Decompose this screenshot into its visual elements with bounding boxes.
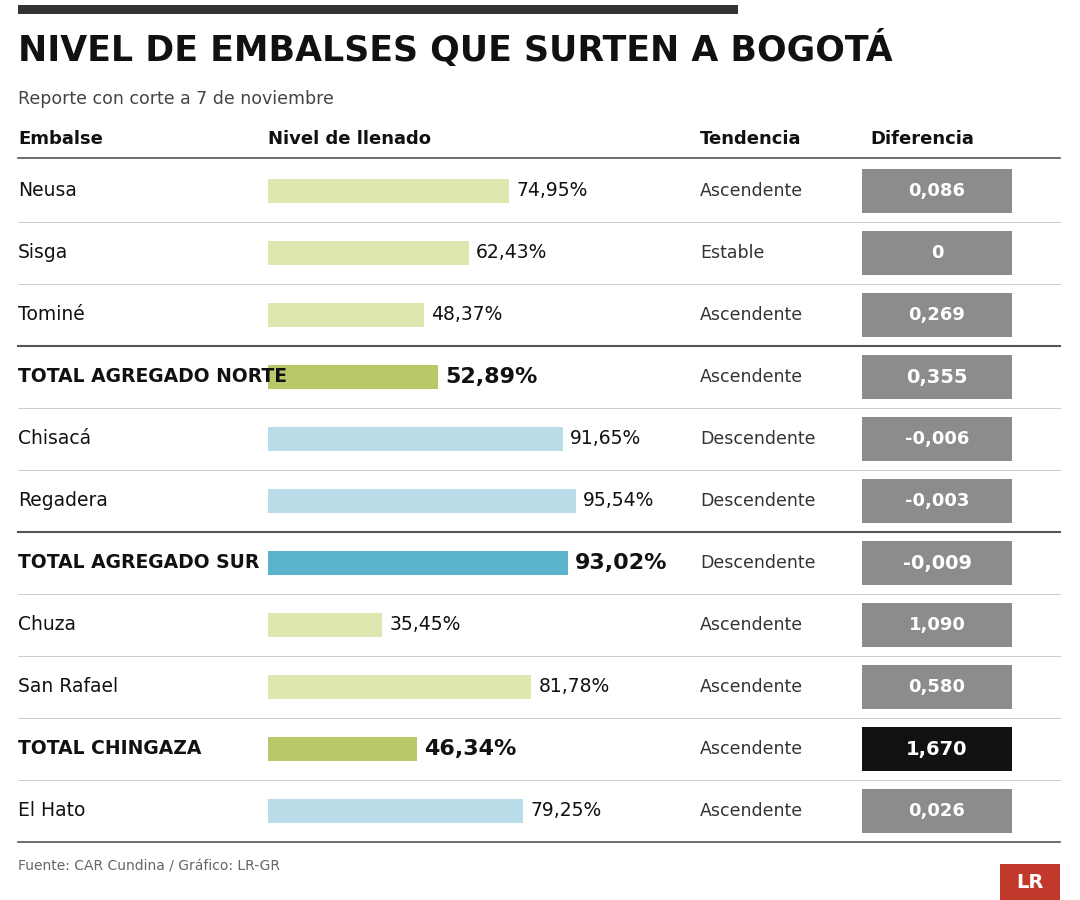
Bar [268,799,523,823]
Text: TOTAL AGREGADO SUR: TOTAL AGREGADO SUR [18,554,259,572]
Text: Ascendente: Ascendente [700,182,804,200]
Text: TOTAL CHINGAZA: TOTAL CHINGAZA [18,740,201,759]
Text: Descendente: Descendente [700,430,815,448]
Bar [268,675,531,699]
Text: LR: LR [1016,874,1043,893]
Bar [268,427,563,451]
Text: Chisacá: Chisacá [18,429,91,448]
Bar [862,418,1012,461]
Text: Diferencia: Diferencia [870,130,974,148]
Text: 52,89%: 52,89% [445,367,538,387]
Text: Ascendente: Ascendente [700,616,804,634]
Bar [862,169,1012,212]
Bar [862,665,1012,708]
Text: -0,006: -0,006 [905,430,969,448]
Text: 46,34%: 46,34% [424,739,516,759]
Bar [268,551,567,575]
Text: 48,37%: 48,37% [431,305,502,325]
Text: Ascendente: Ascendente [700,306,804,324]
Text: Fuente: CAR Cundina / Gráfico: LR-GR: Fuente: CAR Cundina / Gráfico: LR-GR [18,860,280,874]
Text: 0,269: 0,269 [908,306,966,324]
Text: Descendente: Descendente [700,492,815,510]
Text: Tendencia: Tendencia [700,130,801,148]
Text: 93,02%: 93,02% [575,553,667,573]
Text: Chuza: Chuza [18,616,76,634]
Bar [268,489,576,513]
Text: 0,026: 0,026 [908,802,966,820]
Text: Ascendente: Ascendente [700,802,804,820]
Text: Embalse: Embalse [18,130,103,148]
Text: Neusa: Neusa [18,182,77,201]
Text: Ascendente: Ascendente [700,368,804,386]
Text: 1,670: 1,670 [906,740,968,759]
Bar [862,603,1012,647]
Text: 62,43%: 62,43% [476,244,548,263]
Text: 81,78%: 81,78% [538,678,609,697]
Text: Sisga: Sisga [18,244,68,263]
Bar [862,541,1012,585]
Text: 0,580: 0,580 [908,678,966,696]
Text: NIVEL DE EMBALSES QUE SURTEN A BOGOTÁ: NIVEL DE EMBALSES QUE SURTEN A BOGOTÁ [18,30,893,68]
Text: 0: 0 [931,244,943,262]
Bar [1000,864,1059,900]
Text: Ascendente: Ascendente [700,740,804,758]
Bar [862,356,1012,399]
Text: 74,95%: 74,95% [516,182,588,201]
Text: 35,45%: 35,45% [389,616,460,634]
Text: 1,090: 1,090 [908,616,966,634]
Text: Reporte con corte a 7 de noviembre: Reporte con corte a 7 de noviembre [18,90,334,108]
Bar [18,5,738,14]
Text: -0,003: -0,003 [905,492,969,510]
Text: El Hato: El Hato [18,802,85,821]
Text: Regadera: Regadera [18,491,108,510]
Bar [268,179,510,203]
Bar [268,613,382,637]
Bar [268,737,417,761]
Text: 0,086: 0,086 [908,182,966,200]
Text: Nivel de llenado: Nivel de llenado [268,130,431,148]
Text: 95,54%: 95,54% [582,491,654,510]
Text: San Rafael: San Rafael [18,678,118,697]
Text: -0,009: -0,009 [903,554,972,572]
Text: TOTAL AGREGADO NORTE: TOTAL AGREGADO NORTE [18,367,287,386]
Bar [862,789,1012,832]
Text: Tominé: Tominé [18,305,84,325]
Text: 91,65%: 91,65% [570,429,642,448]
Bar [268,365,438,389]
Bar [862,231,1012,274]
Text: Ascendente: Ascendente [700,678,804,696]
Text: 0,355: 0,355 [906,367,968,386]
Text: 79,25%: 79,25% [530,802,602,821]
Bar [862,293,1012,337]
Bar [268,303,423,327]
Bar [268,241,469,265]
Text: Estable: Estable [700,244,765,262]
Text: Descendente: Descendente [700,554,815,572]
Bar [862,480,1012,523]
Bar [862,727,1012,770]
